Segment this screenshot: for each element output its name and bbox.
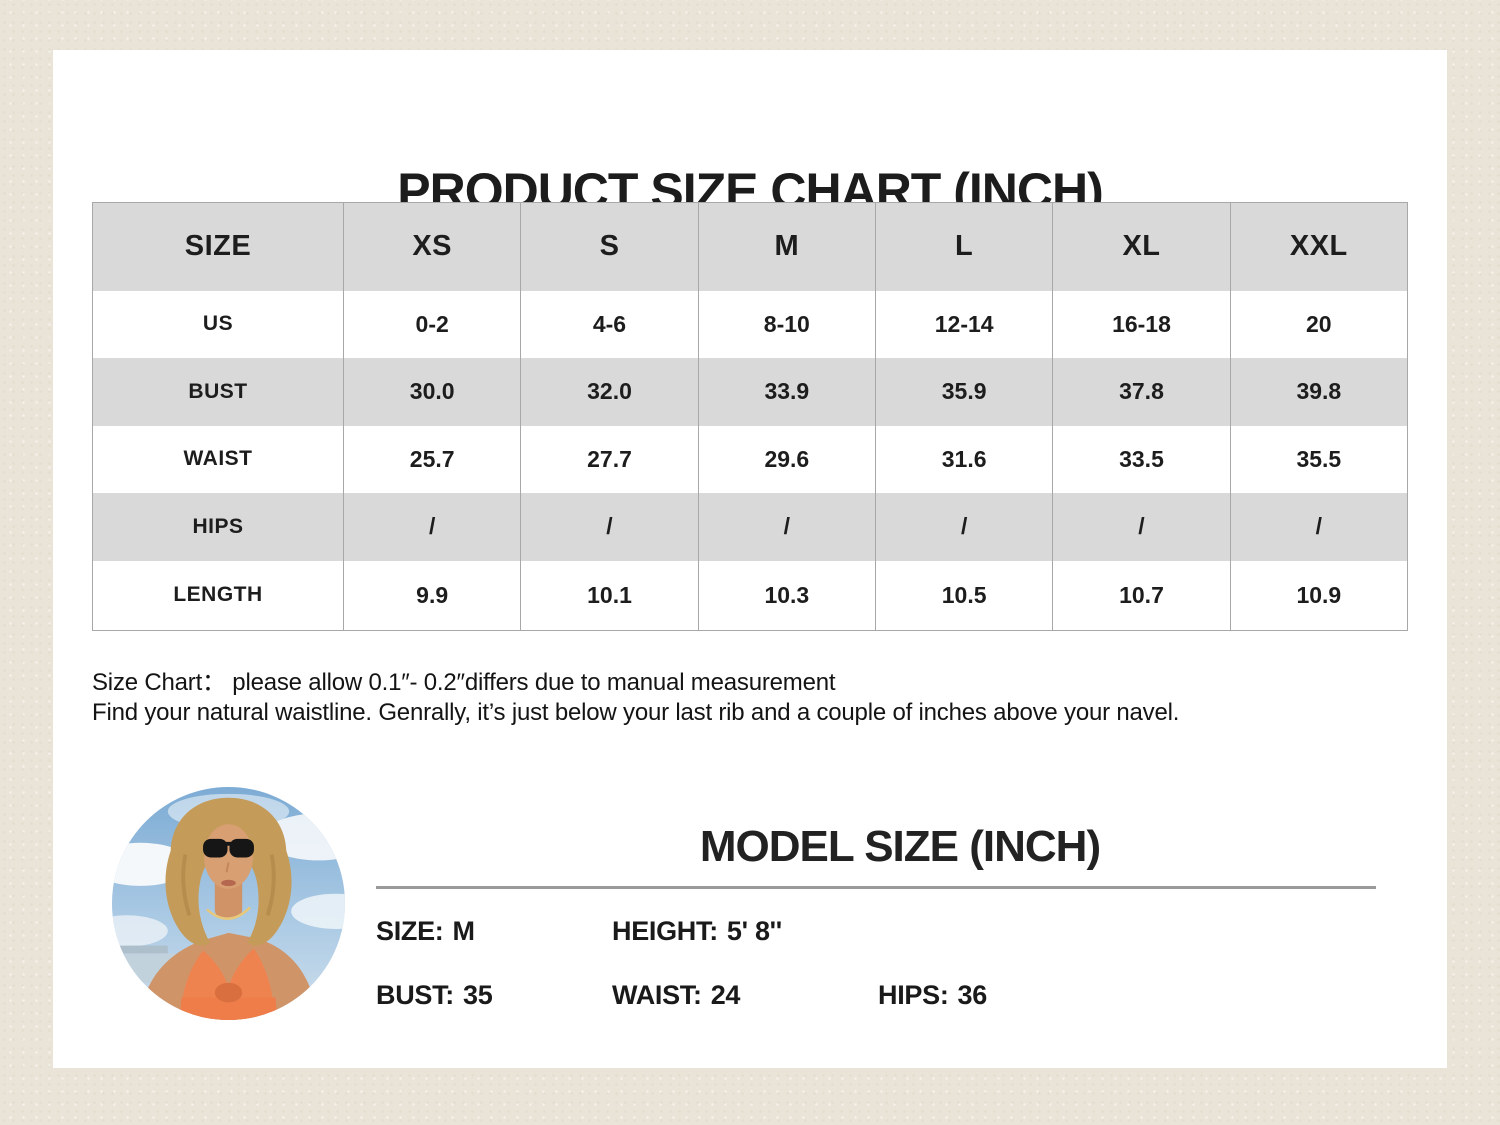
cell-bust-l: 35.9: [875, 357, 1054, 426]
model-photo: [111, 786, 346, 1021]
table-row-hips: HIPS / / / / / /: [92, 492, 1408, 561]
cell-hips-xl: /: [1052, 492, 1231, 561]
cell-waist-xxl: 35.5: [1296, 445, 1342, 472]
cell-hips-l: /: [875, 492, 1054, 561]
header-cell-xxl: XXL: [1289, 230, 1348, 263]
cell-us-xs: 0-2: [343, 290, 522, 358]
cell-us-l: 12-14: [875, 290, 1054, 358]
cell-waist-xl: 33.5: [1052, 425, 1231, 493]
header-cell-xl: XL: [1052, 202, 1231, 291]
cell-hips-xs: /: [343, 492, 522, 561]
stat-waist-label: WAIST:: [612, 980, 702, 1010]
row-label-bust: BUST: [92, 357, 344, 426]
cell-length-xl: 10.7: [1052, 560, 1231, 631]
cell-length-m: 10.3: [698, 560, 876, 631]
stat-size-value: M: [452, 916, 476, 946]
cell-bust-m: 33.9: [698, 357, 876, 426]
table-row-waist: WAIST 25.7 27.7 29.6 31.6 33.5 35.5: [92, 425, 1408, 493]
header-cell-s: S: [520, 202, 699, 291]
stat-hips-label: HIPS:: [878, 980, 949, 1010]
cell-bust-s: 32.0: [520, 357, 699, 426]
row-label-length: LENGTH: [92, 560, 344, 631]
model-stats: SIZE: M HEIGHT: 5' 8'' BUST: 35 WAIST: 24 HI…: [376, 914, 1406, 1012]
cell-waist-l: 31.6: [875, 425, 1054, 493]
cell-waist-m: 29.6: [698, 425, 876, 493]
cell-waist-s: 27.7: [520, 425, 699, 493]
stat-bust-value: 35: [463, 980, 493, 1010]
cell-us-xxl: 20: [1306, 310, 1332, 337]
cell-us-m: 8-10: [698, 290, 876, 358]
cell-us-xl: 16-18: [1052, 290, 1231, 358]
row-label-us: US: [92, 290, 344, 358]
stat-waist: WAIST: 24: [612, 978, 878, 1012]
divider-line: [376, 886, 1376, 889]
header-cell-size: SIZE: [92, 202, 344, 291]
model-size-title: MODEL SIZE (INCH): [699, 822, 1101, 871]
stat-height-value: 5' 8'': [726, 916, 782, 946]
stat-waist-value: 24: [710, 980, 741, 1010]
cell-length-xxl: 10.9: [1296, 581, 1342, 608]
table-row-us: US 0-2 4-6 8-10 12-14 16-18 20: [92, 290, 1408, 358]
cell-bust-xl: 37.8: [1052, 357, 1231, 426]
size-note-line1: Size Chart： please allow 0.1″- 0.2″diffe…: [92, 669, 836, 696]
header-cell-m: M: [698, 202, 876, 291]
cell-bust-xxl: 39.8: [1296, 378, 1342, 404]
stat-size: SIZE: M: [376, 914, 612, 948]
row-label-hips: HIPS: [92, 492, 344, 561]
table-row-bust: BUST 30.0 32.0 33.9 35.9 37.8 39.8: [92, 357, 1408, 426]
stat-size-label: SIZE:: [376, 916, 444, 946]
size-note-line2: Find your natural waistline. Genrally, i…: [92, 699, 1180, 726]
stat-height-label: HEIGHT:: [612, 916, 718, 946]
cell-length-s: 10.1: [520, 560, 699, 631]
cell-length-xs: 9.9: [343, 560, 522, 631]
row-label-waist: WAIST: [92, 425, 344, 493]
stat-hips-value: 36: [957, 980, 988, 1010]
model-photo-illustration: [111, 786, 346, 1021]
header-cell-xs: XS: [343, 202, 522, 291]
stat-bust-label: BUST:: [376, 980, 454, 1010]
card: PRODUCT SIZE CHART (INCH) SIZE XS S M L …: [53, 50, 1447, 1068]
cell-bust-xs: 30.0: [343, 357, 522, 426]
cell-length-l: 10.5: [875, 560, 1054, 631]
table-row-length: LENGTH 9.9 10.1 10.3 10.5 10.7 10.9: [92, 560, 1408, 631]
size-table: SIZE XS S M L XL XXL US 0-2 4-6 8-10 12-…: [92, 202, 1408, 631]
table-header-row: SIZE XS S M L XL XXL: [92, 202, 1408, 291]
stat-bust: BUST: 35: [376, 978, 612, 1012]
cell-hips-xxl: /: [1315, 513, 1323, 539]
cell-us-s: 4-6: [520, 290, 699, 358]
cell-hips-m: /: [698, 492, 876, 561]
header-cell-l: L: [875, 202, 1054, 291]
cell-hips-s: /: [520, 492, 699, 561]
cell-waist-xs: 25.7: [343, 425, 522, 493]
stat-height: HEIGHT: 5' 8'': [612, 914, 878, 948]
stat-hips: HIPS: 36: [878, 978, 1406, 1012]
